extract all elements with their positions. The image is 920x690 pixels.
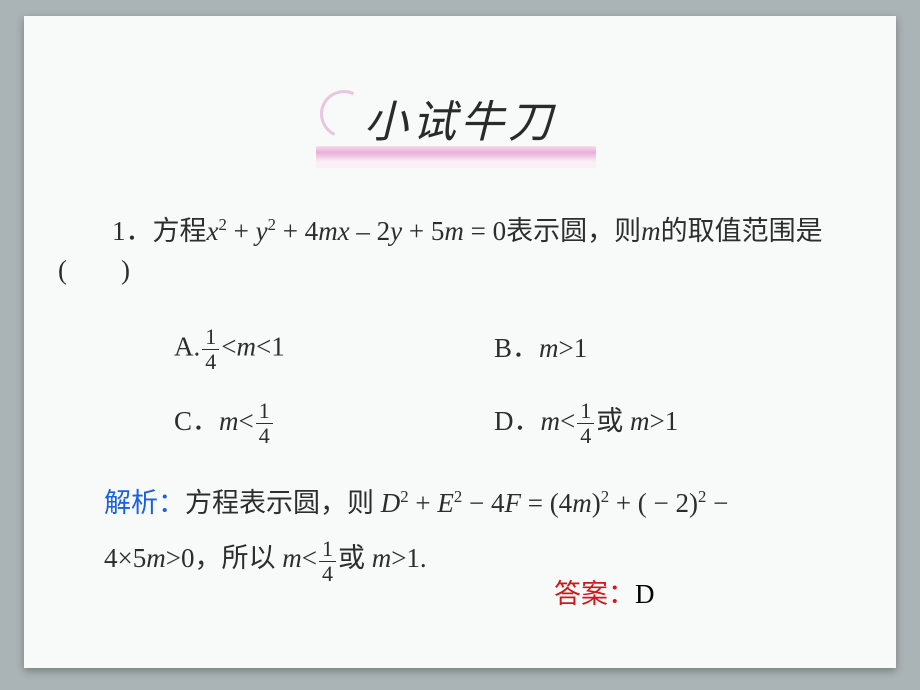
expl-D: D <box>381 488 401 518</box>
answer-block: 答案：D <box>554 572 655 611</box>
expl-plus2: + ( − 2) <box>609 488 698 518</box>
question-prefix: ．方程 <box>126 216 207 246</box>
expl-E-exp: 2 <box>454 487 462 506</box>
option-d-label: D． <box>494 406 541 436</box>
title-text: 小试牛刀 <box>364 86 556 150</box>
explanation-part1: 方程表示圆，则 <box>185 488 381 518</box>
expl-plus1: + <box>409 488 438 518</box>
expl-m2: m <box>146 543 166 573</box>
option-d: D．m<14或 m>1 <box>494 399 678 447</box>
eq-plus2: + 4 <box>276 216 318 246</box>
option-c-frac: 14 <box>256 400 273 447</box>
option-b: B．m>1 <box>494 326 587 373</box>
expl-F: F <box>504 488 521 518</box>
expl-m1: m <box>572 488 592 518</box>
expl-sq1: 2 <box>601 487 609 506</box>
option-row-2: C．m<14 D．m<14或 m>1 <box>174 399 874 447</box>
answer-label: 答案： <box>554 579 635 609</box>
eq-mx: mx <box>318 216 349 246</box>
explanation-label: 解析： <box>104 488 185 518</box>
option-a-lt1: < <box>221 332 236 362</box>
option-c-lt: < <box>239 406 254 436</box>
option-c: C．m<14 <box>174 399 494 447</box>
option-d-lt: < <box>560 406 575 436</box>
option-a-frac: 14 <box>202 326 219 373</box>
option-d-cmp: >1 <box>649 406 678 436</box>
eq-y-exp: 2 <box>268 215 276 234</box>
option-c-label: C． <box>174 406 219 436</box>
question-mid: 表示圆，则 <box>506 216 641 246</box>
eq-yv: y <box>390 216 402 246</box>
expl-m4: m <box>372 543 392 573</box>
option-c-frac-d: 4 <box>256 423 273 447</box>
option-d-m2: m <box>630 406 650 436</box>
option-a-label: A. <box>174 332 200 362</box>
question-m: m <box>641 216 661 246</box>
expl-close1: ) <box>592 488 601 518</box>
option-d-m: m <box>541 406 561 436</box>
option-a-m: m <box>236 332 256 362</box>
eq-minus1: – 2 <box>350 216 391 246</box>
eq-mv: m <box>444 216 464 246</box>
expl-gt0: >0，所以 <box>166 543 282 573</box>
eq-eq: = 0 <box>464 216 506 246</box>
option-d-frac: 14 <box>577 400 594 447</box>
expl-m3: m <box>282 543 302 573</box>
answer-value: D <box>635 579 655 609</box>
option-d-or: 或 <box>596 406 630 436</box>
explanation-block: 解析：方程表示圆，则 D2 + E2 − 4F = (4m)2 + ( − 2)… <box>104 476 884 587</box>
eq-plus3: + 5 <box>402 216 444 246</box>
option-a-lt2: <1 <box>256 332 285 362</box>
option-b-m: m <box>539 333 559 363</box>
expl-l2-prefix: 4×5 <box>104 543 146 573</box>
expl-or: 或 <box>338 543 372 573</box>
eq-x: x <box>207 216 219 246</box>
eq-plus1: + <box>227 216 256 246</box>
expl-lt: < <box>302 543 317 573</box>
option-c-m: m <box>219 406 239 436</box>
option-a: A.14<m<1 <box>174 326 494 373</box>
expl-frac: 14 <box>319 538 336 585</box>
option-b-label: B． <box>494 333 539 363</box>
expl-minus: − 4 <box>462 488 504 518</box>
options-block: A.14<m<1 B．m>1 C．m<14 D．m<14或 m>1 <box>174 326 874 473</box>
slide-page: 小试牛刀 1．方程x2 + y2 + 4mx – 2y + 5m = 0表示圆，… <box>24 16 896 668</box>
option-a-frac-d: 4 <box>202 349 219 373</box>
expl-eq: = (4 <box>521 488 572 518</box>
expl-trail: − <box>706 488 728 518</box>
option-row-1: A.14<m<1 B．m>1 <box>174 326 874 373</box>
expl-E: E <box>437 488 454 518</box>
option-a-frac-n: 1 <box>202 326 219 349</box>
option-c-frac-n: 1 <box>256 400 273 423</box>
expl-D-exp: 2 <box>400 487 408 506</box>
option-b-cmp: >1 <box>559 333 588 363</box>
eq-x-exp: 2 <box>218 215 226 234</box>
expl-frac-n: 1 <box>319 538 336 561</box>
expl-frac-d: 4 <box>319 561 336 585</box>
expl-gt1: >1. <box>391 543 426 573</box>
title-card: 小试牛刀 <box>316 84 596 174</box>
question-number: 1 <box>112 216 126 246</box>
eq-y: y <box>256 216 268 246</box>
option-d-frac-d: 4 <box>577 423 594 447</box>
option-d-frac-n: 1 <box>577 400 594 423</box>
question-text: 1．方程x2 + y2 + 4mx – 2y + 5m = 0表示圆，则m的取值… <box>58 212 858 290</box>
